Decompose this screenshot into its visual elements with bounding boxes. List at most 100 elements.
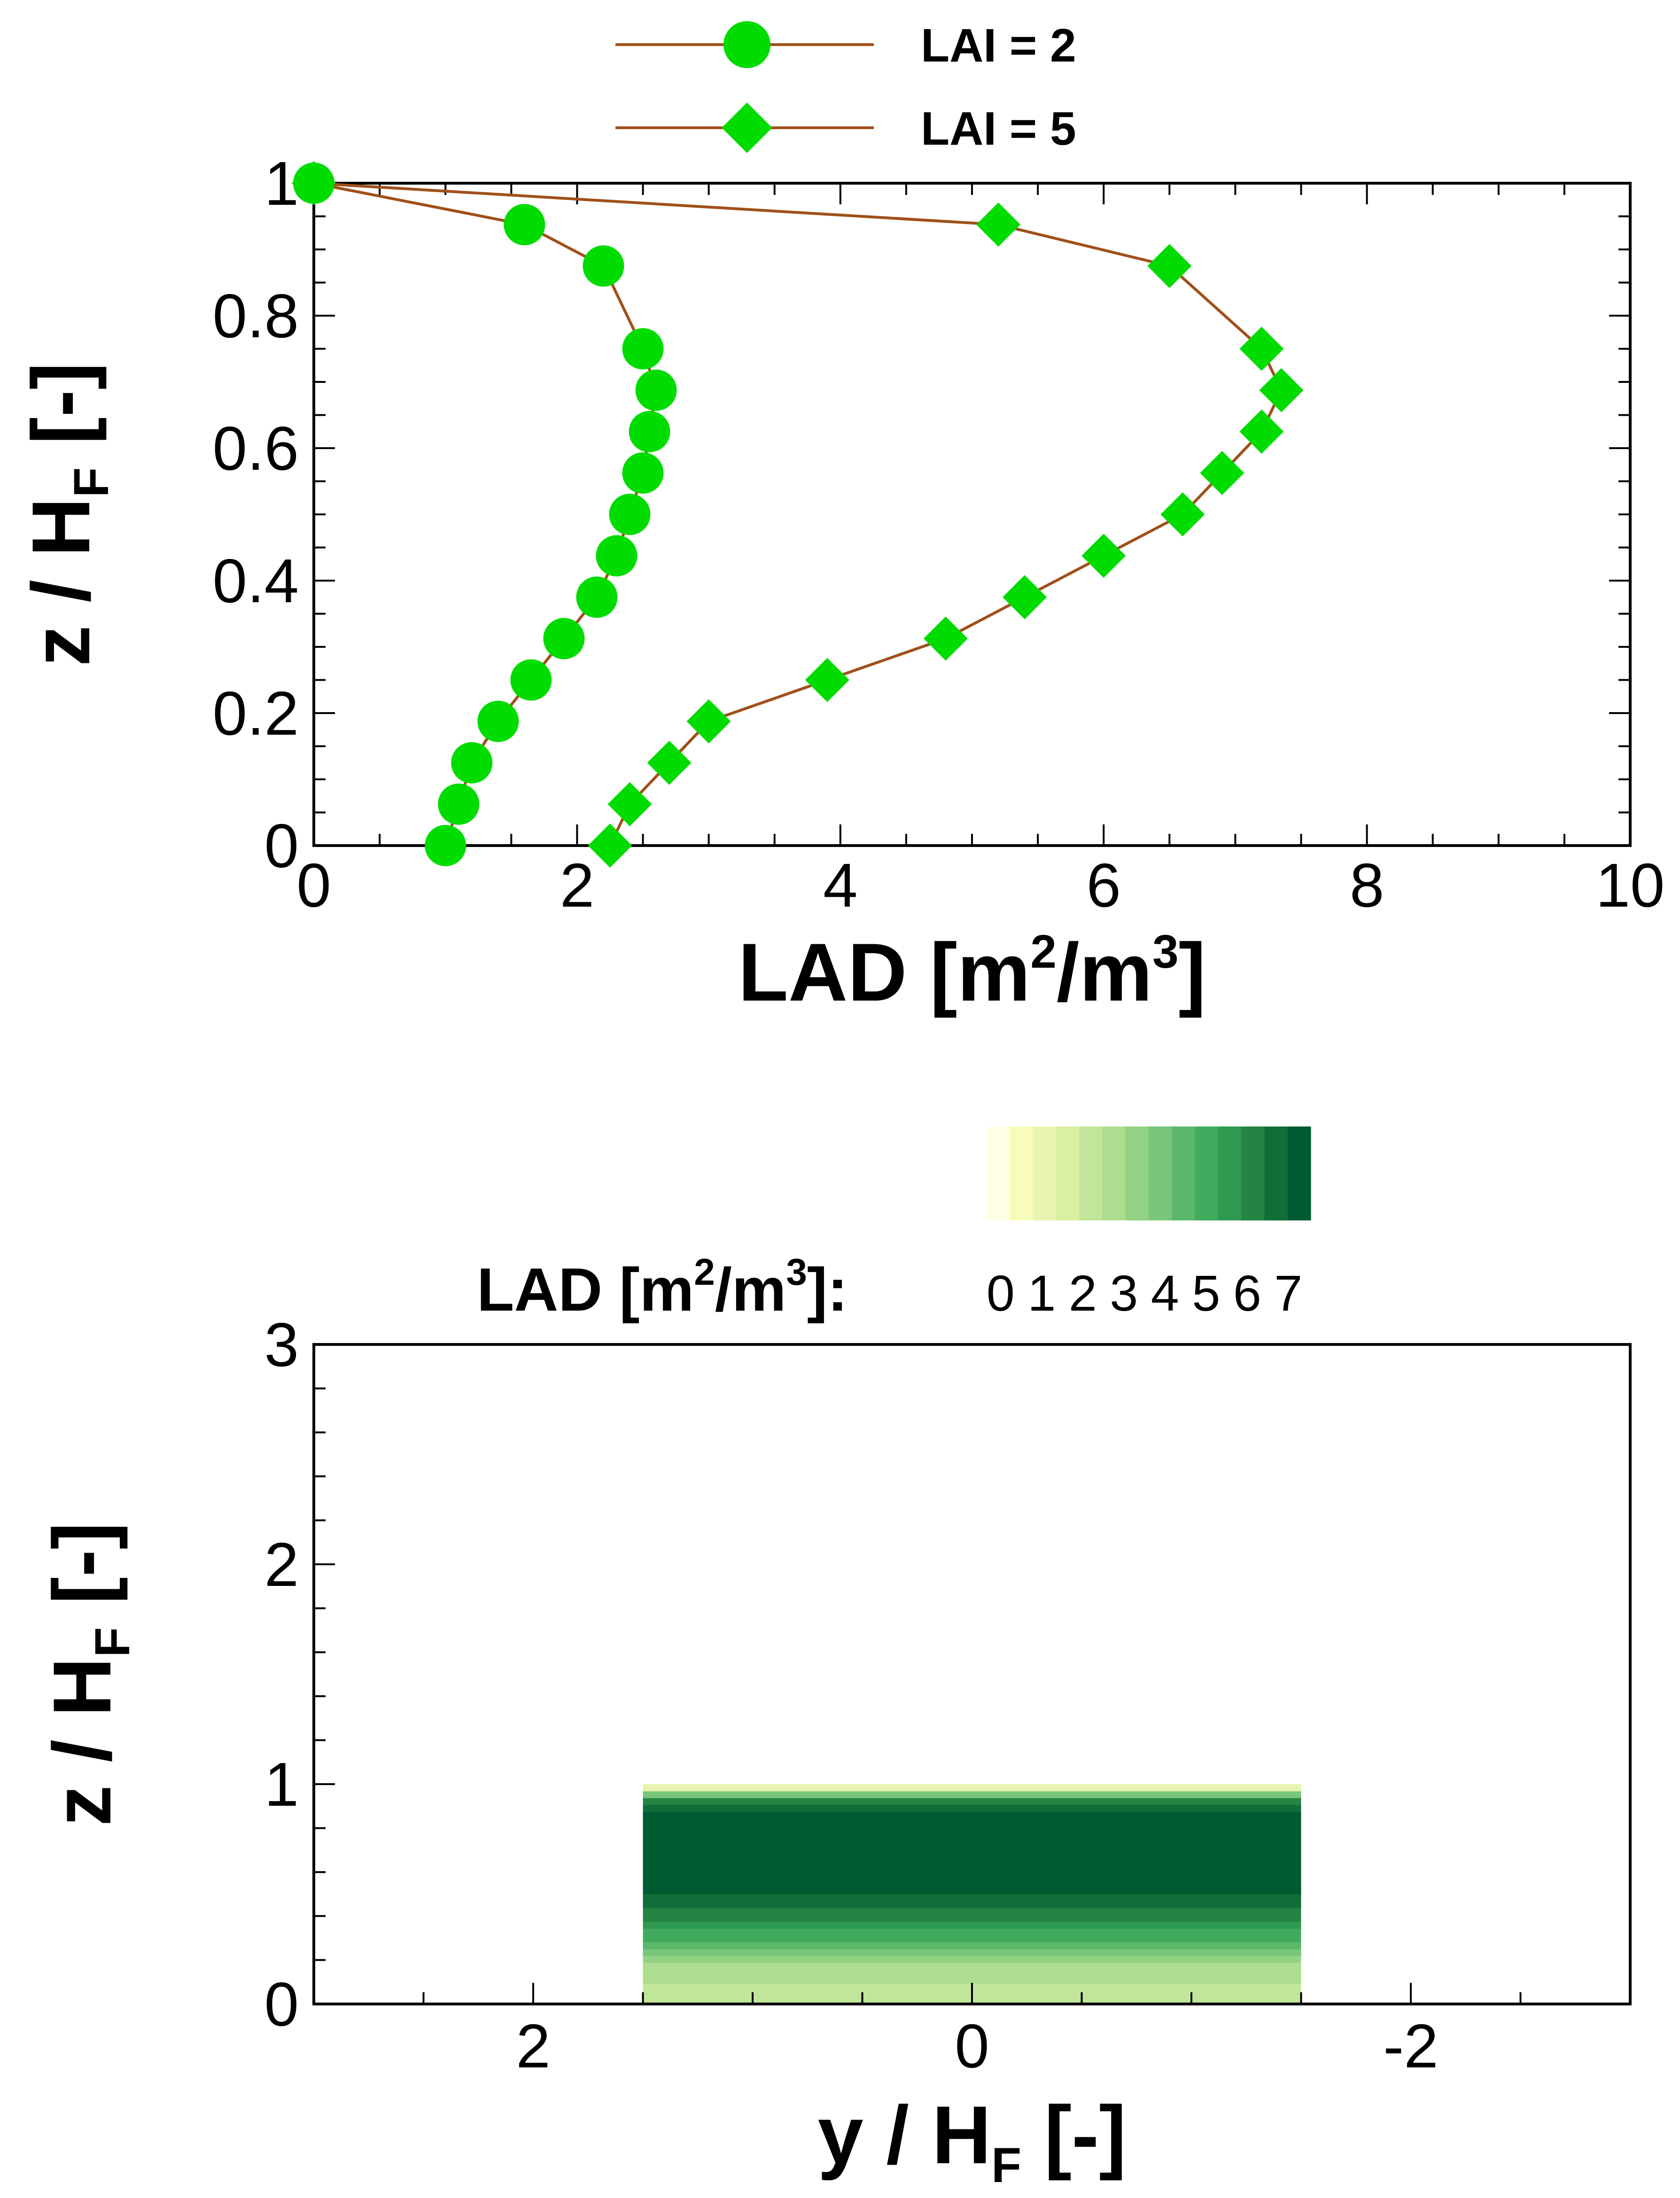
y-axis-label-end: [-] bbox=[16, 362, 107, 467]
data-point bbox=[451, 742, 493, 784]
y-tick-label: 0 bbox=[264, 1970, 299, 2039]
series-1 bbox=[293, 163, 677, 866]
colorbar-swatch bbox=[1033, 1126, 1057, 1220]
y-tick-label: 0.4 bbox=[213, 546, 299, 615]
canopy-band bbox=[643, 1832, 1301, 1840]
canopy-band bbox=[643, 1908, 1301, 1915]
series-2 bbox=[291, 161, 1304, 868]
canopy-band bbox=[643, 1887, 1301, 1895]
data-point bbox=[510, 659, 552, 701]
data-point bbox=[1003, 575, 1047, 620]
canopy-band bbox=[643, 1846, 1301, 1853]
canopy-band bbox=[643, 1784, 1301, 1792]
x-tick-label: 4 bbox=[823, 851, 857, 920]
legend-marker bbox=[723, 21, 770, 68]
canopy-band bbox=[643, 1969, 1301, 1977]
colorbar-swatch bbox=[1195, 1126, 1219, 1220]
y-axis-label-main: z / H bbox=[16, 497, 107, 667]
colorbar-tick-label: 5 bbox=[1192, 1265, 1224, 1321]
canopy-band bbox=[643, 1866, 1301, 1874]
y-tick-label: 0.8 bbox=[213, 281, 299, 350]
colorbar-title-sup: 3 bbox=[786, 1251, 807, 1293]
canopy-band bbox=[643, 1914, 1301, 1922]
data-point bbox=[622, 452, 664, 494]
data-point bbox=[425, 825, 467, 866]
colorbar-swatch bbox=[1102, 1126, 1126, 1220]
canopy-block bbox=[643, 1784, 1301, 2004]
x-tick-label: -2 bbox=[1383, 2012, 1438, 2081]
x-axis-label-sup: 3 bbox=[1152, 925, 1179, 978]
y-tick-label: 0.2 bbox=[213, 679, 299, 748]
y-axis-label: z / HF [-] bbox=[37, 1522, 140, 1826]
x-tick-label: 6 bbox=[1086, 851, 1120, 920]
colorbar-tick-label: 0 bbox=[987, 1265, 1019, 1321]
legend-label: LAI = 5 bbox=[921, 102, 1076, 155]
series-line bbox=[313, 182, 1283, 847]
y-tick-label: 2 bbox=[264, 1530, 299, 1599]
data-point bbox=[607, 782, 652, 826]
series-line bbox=[313, 182, 658, 846]
colorbar-swatch bbox=[1172, 1126, 1196, 1220]
canopy-band bbox=[643, 1798, 1301, 1805]
x-axis-label: y / HF [-] bbox=[817, 2089, 1126, 2193]
colorbar-title: LAD [m2/m3]: bbox=[477, 1251, 848, 1324]
colorbar-swatch bbox=[1125, 1126, 1149, 1220]
canopy-band bbox=[643, 1942, 1301, 1949]
data-point bbox=[1160, 492, 1205, 537]
x-axis-label-end: ] bbox=[1179, 927, 1206, 1018]
data-point bbox=[622, 328, 664, 370]
colorbar-title-main: LAD [m bbox=[477, 1255, 694, 1324]
canopy-band bbox=[643, 1818, 1301, 1826]
canopy-band bbox=[643, 1853, 1301, 1860]
x-tick-label: 0 bbox=[296, 851, 331, 920]
legend-marker bbox=[722, 102, 772, 153]
colorbar-swatch bbox=[1241, 1126, 1265, 1220]
data-point bbox=[976, 202, 1021, 247]
canopy-band bbox=[643, 1791, 1301, 1798]
colorbar-swatch bbox=[1264, 1126, 1288, 1220]
colorbar-tick-label: 3 bbox=[1110, 1265, 1142, 1321]
colorbar-swatch bbox=[1056, 1126, 1080, 1220]
data-point bbox=[1147, 244, 1192, 288]
legend: LAI = 2 LAI = 5 bbox=[615, 19, 1076, 155]
canopy-band bbox=[643, 1825, 1301, 1833]
x-tick-label: 0 bbox=[955, 2012, 989, 2081]
colorbar-tick-label: 4 bbox=[1151, 1265, 1183, 1321]
y-axis-label-end: [-] bbox=[37, 1522, 128, 1627]
x-axis-label-sub: F bbox=[991, 2138, 1021, 2193]
x-tick-label: 2 bbox=[516, 2012, 550, 2081]
data-point bbox=[686, 699, 731, 744]
data-point bbox=[438, 783, 480, 825]
data-point bbox=[543, 618, 585, 660]
data-point bbox=[576, 576, 618, 618]
canopy-band bbox=[643, 1804, 1301, 1812]
plot-frame bbox=[312, 182, 1632, 847]
data-point bbox=[1259, 368, 1304, 412]
colorbar-tick-label: 2 bbox=[1069, 1265, 1101, 1321]
canopy-band bbox=[643, 1976, 1301, 1984]
colorbar-swatch bbox=[987, 1126, 1010, 1220]
colorbar-swatch bbox=[1218, 1126, 1242, 1220]
x-tick-label: 8 bbox=[1350, 851, 1384, 920]
data-point bbox=[609, 494, 651, 535]
colorbar-tick-label: 1 bbox=[1027, 1265, 1059, 1321]
canopy-band bbox=[643, 1935, 1301, 1942]
x-axis-label-main: LAD [m bbox=[738, 927, 1030, 1018]
canopy-band bbox=[643, 1928, 1301, 1936]
colorbar-swatch bbox=[1287, 1126, 1311, 1220]
colorbar-tick-label: 6 bbox=[1233, 1265, 1265, 1321]
canopy-band bbox=[643, 1949, 1301, 1957]
data-point bbox=[596, 535, 638, 577]
colorbar-title-sup: 2 bbox=[694, 1251, 715, 1293]
data-point bbox=[1081, 534, 1126, 578]
data-point bbox=[1239, 409, 1284, 454]
canopy-band bbox=[643, 1963, 1301, 1970]
canopy-band bbox=[643, 1894, 1301, 1902]
y-tick-label: 3 bbox=[264, 1310, 299, 1379]
data-point bbox=[588, 823, 632, 868]
data-point bbox=[647, 740, 692, 785]
canopy-band bbox=[643, 1880, 1301, 1887]
y-axis-label-main: z / H bbox=[37, 1657, 128, 1826]
data-point bbox=[477, 700, 519, 742]
